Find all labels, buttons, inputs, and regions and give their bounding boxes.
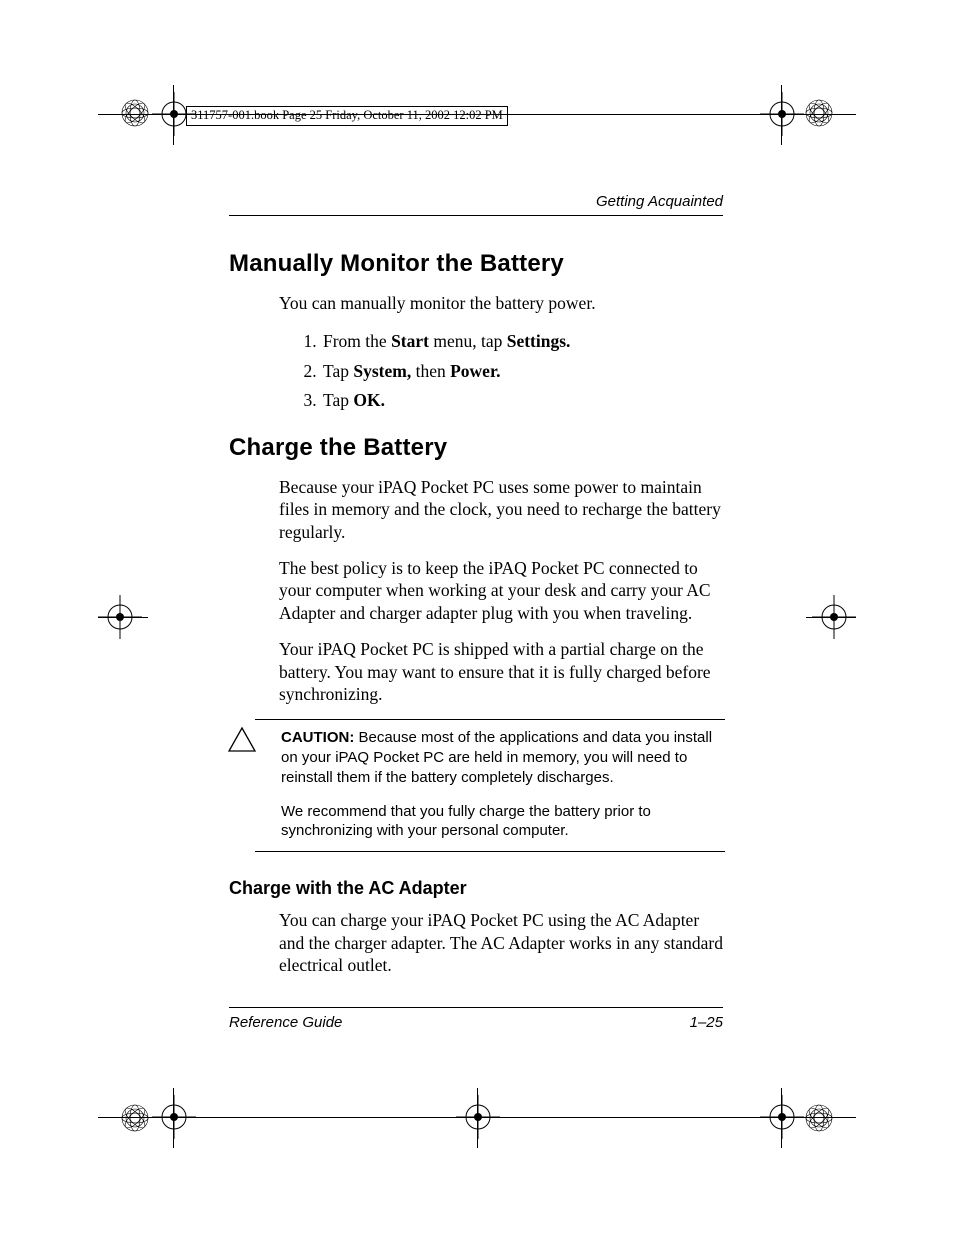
footer-rule xyxy=(229,1007,723,1008)
ornament-icon xyxy=(120,98,150,128)
registration-mark-icon xyxy=(760,1095,804,1139)
caution-triangle-icon xyxy=(227,726,257,754)
registration-mark-icon xyxy=(812,595,856,639)
paragraph: You can charge your iPAQ Pocket PC using… xyxy=(279,909,725,976)
heading-ac-adapter: Charge with the AC Adapter xyxy=(229,878,725,899)
page: 311757-001.book Page 25 Friday, October … xyxy=(0,0,954,1235)
book-metadata-text: 311757-001.book Page 25 Friday, October … xyxy=(191,108,503,122)
running-head: Getting Acquainted xyxy=(596,193,723,210)
step-item: Tap OK. xyxy=(321,387,725,414)
ornament-icon xyxy=(804,1103,834,1133)
footer-right: 1–25 xyxy=(690,1014,723,1031)
ornament-icon xyxy=(120,1103,150,1133)
registration-mark-icon xyxy=(760,92,804,136)
caution-follow: We recommend that you fully charge the b… xyxy=(281,802,725,842)
header-rule xyxy=(229,215,723,216)
caution-text: CAUTION: Because most of the application… xyxy=(281,728,725,787)
heading-charge-battery: Charge the Battery xyxy=(229,434,725,462)
body-block: You can charge your iPAQ Pocket PC using… xyxy=(279,909,725,976)
paragraph: Your iPAQ Pocket PC is shipped with a pa… xyxy=(279,638,725,705)
book-metadata: 311757-001.book Page 25 Friday, October … xyxy=(186,106,508,126)
paragraph: The best policy is to keep the iPAQ Pock… xyxy=(279,557,725,624)
caution-box: CAUTION: Because most of the application… xyxy=(255,719,725,852)
paragraph: You can manually monitor the battery pow… xyxy=(279,292,725,314)
ornament-icon xyxy=(804,98,834,128)
step-item: Tap System, then Power. xyxy=(321,358,725,385)
paragraph: Because your iPAQ Pocket PC uses some po… xyxy=(279,476,725,543)
steps-list: From the Start menu, tap Settings. Tap S… xyxy=(279,328,725,413)
body-block: Because your iPAQ Pocket PC uses some po… xyxy=(279,476,725,706)
registration-mark-icon xyxy=(98,595,142,639)
content-area: Manually Monitor the Battery You can man… xyxy=(229,250,725,990)
step-item: From the Start menu, tap Settings. xyxy=(321,328,725,355)
heading-monitor-battery: Manually Monitor the Battery xyxy=(229,250,725,278)
registration-mark-icon xyxy=(456,1095,500,1139)
caution-lead: CAUTION: xyxy=(281,729,354,746)
registration-mark-icon xyxy=(152,1095,196,1139)
footer-left: Reference Guide xyxy=(229,1014,342,1031)
body-block: You can manually monitor the battery pow… xyxy=(279,292,725,414)
